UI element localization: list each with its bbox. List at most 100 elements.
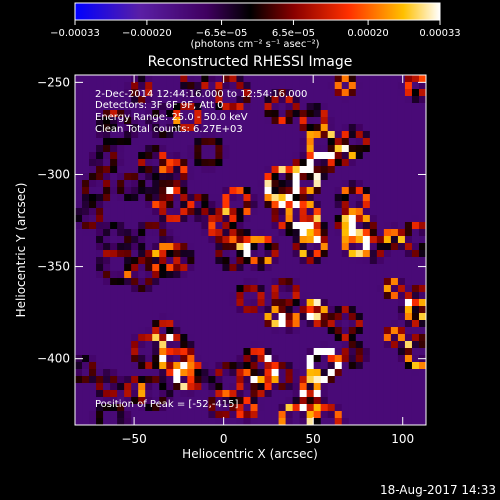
heatmap-cell [376, 243, 385, 251]
heatmap-cell [285, 355, 294, 363]
heatmap-cell [145, 362, 153, 370]
heatmap-cell [173, 208, 181, 216]
heatmap-cell [173, 348, 181, 356]
heatmap-cell [390, 117, 399, 125]
heatmap-cell [362, 124, 371, 132]
heatmap-cell [306, 348, 315, 356]
y-axis-label: Heliocentric Y (arcsec) [14, 183, 28, 318]
heatmap-cell [138, 208, 146, 216]
heatmap-cell [243, 313, 252, 321]
heatmap-cell [124, 152, 132, 160]
heatmap-cell [96, 89, 104, 97]
heatmap-cell [362, 194, 371, 202]
heatmap-cell [187, 89, 195, 97]
heatmap-cell [180, 82, 188, 90]
heatmap-cell [229, 243, 238, 251]
heatmap-cell [271, 404, 280, 412]
heatmap-cell [327, 117, 336, 125]
heatmap-cell [103, 82, 111, 90]
heatmap-cell [299, 110, 308, 118]
heatmap-cell [131, 103, 139, 111]
heatmap-cell [292, 355, 301, 363]
heatmap-cell [194, 327, 202, 335]
heatmap-cell [229, 124, 238, 132]
heatmap-cell [243, 278, 252, 286]
heatmap-cell [159, 362, 167, 370]
heatmap-cell [75, 229, 83, 237]
heatmap-cell [103, 390, 111, 398]
heatmap-cell [229, 376, 238, 384]
heatmap-cell [390, 222, 399, 230]
heatmap-cell [348, 173, 357, 181]
heatmap-cell [82, 418, 90, 425]
heatmap-cell [404, 152, 413, 160]
heatmap-cell [278, 82, 287, 90]
heatmap-cell [306, 264, 315, 272]
heatmap-cell [376, 257, 385, 265]
heatmap-cell [187, 355, 195, 363]
heatmap-cell [138, 369, 146, 377]
heatmap-cell [187, 215, 195, 223]
heatmap-cell [138, 306, 146, 314]
heatmap-cell [229, 250, 238, 258]
heatmap-cell [173, 299, 181, 307]
heatmap-cell [215, 117, 224, 125]
heatmap-cell [159, 369, 167, 377]
heatmap-cell [271, 201, 280, 209]
heatmap-cell [82, 89, 90, 97]
heatmap-cell [313, 376, 322, 384]
heatmap-cell [194, 320, 202, 328]
heatmap-cell [348, 166, 357, 174]
heatmap-cell [411, 201, 420, 209]
heatmap-cell [117, 390, 125, 398]
heatmap-cell [159, 103, 167, 111]
heatmap-cell [82, 383, 90, 391]
heatmap-cell [292, 82, 301, 90]
heatmap-cell [320, 320, 329, 328]
heatmap-cell [264, 320, 273, 328]
heatmap-cell [397, 173, 406, 181]
heatmap-cell [89, 292, 97, 300]
heatmap-cell [173, 96, 181, 104]
heatmap-cell [292, 264, 301, 272]
heatmap-cell [117, 376, 125, 384]
heatmap-cell [194, 264, 202, 272]
heatmap-cell [306, 313, 315, 321]
heatmap-cell [376, 110, 385, 118]
heatmap-cell [131, 215, 139, 223]
heatmap-cell [159, 285, 167, 293]
heatmap-cell [355, 299, 364, 307]
heatmap-cell [348, 201, 357, 209]
heatmap-cell [187, 278, 195, 286]
heatmap-cell [117, 348, 125, 356]
heatmap-cell [348, 327, 357, 335]
peak-position-label: Position of Peak = [-52,-415] [95, 399, 239, 410]
heatmap-cell [236, 103, 245, 111]
heatmap-cell [250, 278, 259, 286]
heatmap-cell [383, 404, 392, 412]
heatmap-cell [334, 82, 343, 90]
heatmap-cell [271, 110, 280, 118]
heatmap-cell [201, 327, 209, 335]
heatmap-cell [124, 229, 132, 237]
heatmap-cell [201, 243, 209, 251]
heatmap-cell [96, 96, 104, 104]
colorbar-tick-label: 6.5e−05 [272, 28, 315, 39]
heatmap-cell [355, 285, 364, 293]
heatmap-cell [187, 348, 195, 356]
heatmap-cell [194, 278, 202, 286]
x-axis-tick-label: 0 [220, 432, 228, 446]
heatmap-cell [243, 166, 252, 174]
heatmap-cell [411, 341, 420, 349]
heatmap-cell [82, 110, 90, 118]
heatmap-cell [222, 180, 231, 188]
heatmap-cell [376, 236, 385, 244]
heatmap-cell [75, 299, 83, 307]
heatmap-cell [222, 404, 231, 412]
heatmap-cell [257, 257, 266, 265]
heatmap-cell [89, 250, 97, 258]
heatmap-cell [145, 313, 153, 321]
heatmap-cell [299, 201, 308, 209]
heatmap-cell [418, 334, 426, 342]
heatmap-cell [152, 103, 160, 111]
